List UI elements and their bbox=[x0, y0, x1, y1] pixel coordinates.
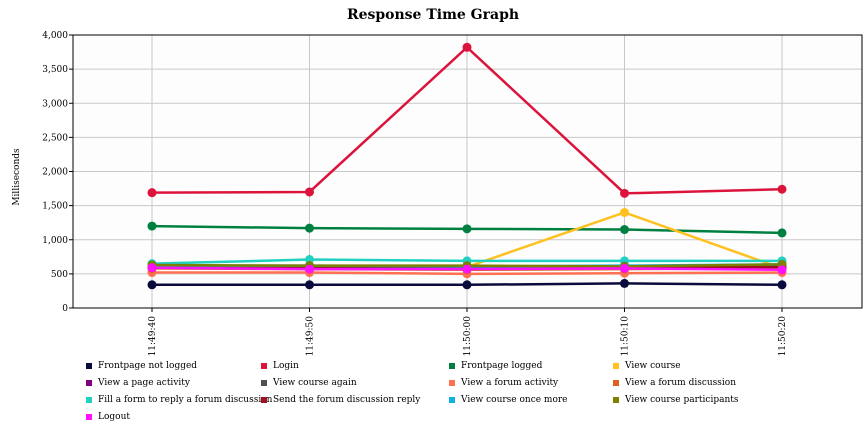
series-point-0 bbox=[147, 280, 157, 290]
series-point-1 bbox=[777, 184, 787, 194]
legend-label: View course bbox=[625, 361, 681, 371]
y-tick-label: 3,500 bbox=[42, 65, 68, 75]
legend-item: View a forum discussion bbox=[613, 378, 736, 388]
series-point-1 bbox=[147, 188, 157, 198]
legend-swatch bbox=[613, 363, 619, 369]
legend-item: View course once more bbox=[449, 395, 568, 405]
series-point-0 bbox=[305, 280, 314, 290]
x-tick-label: 11:49:40 bbox=[148, 316, 158, 357]
series-point-0 bbox=[620, 278, 629, 288]
legend-swatch bbox=[613, 397, 619, 403]
series-point-12 bbox=[305, 264, 314, 274]
series-point-2 bbox=[305, 223, 314, 233]
legend-label: Frontpage not logged bbox=[98, 361, 198, 371]
series-point-0 bbox=[777, 280, 787, 290]
legend-label: View a page activity bbox=[98, 378, 190, 388]
legend-label: View a forum activity bbox=[461, 378, 559, 388]
legend-swatch bbox=[261, 363, 267, 369]
series-point-12 bbox=[620, 263, 629, 273]
legend-label: Frontpage logged bbox=[461, 361, 543, 371]
legend-label: Send the forum discussion reply bbox=[273, 395, 421, 405]
y-tick-label: 2,000 bbox=[42, 168, 68, 178]
legend-swatch bbox=[449, 380, 455, 386]
legend-item: View course again bbox=[261, 378, 357, 388]
plot-border bbox=[72, 34, 863, 309]
legend-swatch bbox=[261, 397, 267, 403]
y-tick-label: 1,500 bbox=[42, 202, 68, 212]
series-point-2 bbox=[462, 224, 472, 234]
legend-item: Login bbox=[261, 361, 299, 371]
series-point-12 bbox=[147, 263, 157, 273]
legend-item: View a page activity bbox=[86, 378, 190, 388]
legend-label: Logout bbox=[98, 412, 130, 422]
series-point-1 bbox=[620, 188, 629, 198]
legend-swatch bbox=[86, 397, 92, 403]
y-tick-label: 1,000 bbox=[42, 236, 68, 246]
x-tick-label: 11:49:50 bbox=[306, 316, 316, 357]
legend-label: View course again bbox=[273, 378, 357, 388]
legend-swatch bbox=[261, 380, 267, 386]
legend-item: View course bbox=[613, 361, 681, 371]
x-tick-label: 11:50:10 bbox=[621, 316, 631, 357]
legend-label: Fill a form to reply a forum discussion bbox=[98, 395, 273, 405]
series-point-12 bbox=[777, 265, 787, 275]
x-tick-label: 11:50:20 bbox=[778, 316, 788, 357]
y-tick-label: 2,500 bbox=[42, 133, 68, 143]
y-tick-label: 500 bbox=[51, 270, 68, 280]
series-point-2 bbox=[147, 221, 157, 231]
legend-swatch bbox=[86, 414, 92, 420]
series-point-1 bbox=[462, 42, 472, 52]
legend-item: Fill a form to reply a forum discussion bbox=[86, 395, 272, 405]
legend-label: Login bbox=[273, 361, 299, 371]
chart-title: Response Time Graph bbox=[346, 7, 520, 23]
series-point-12 bbox=[462, 264, 472, 274]
y-tick-label: 3,000 bbox=[42, 99, 68, 109]
legend-item: View a forum activity bbox=[449, 378, 558, 388]
series-point-1 bbox=[305, 187, 314, 197]
legend-label: View a forum discussion bbox=[625, 378, 737, 388]
x-tick-label: 11:50:00 bbox=[463, 316, 473, 357]
y-tick-label: 4,000 bbox=[42, 31, 68, 41]
legend-swatch bbox=[86, 363, 92, 369]
legend-swatch bbox=[613, 380, 619, 386]
legend-label: View course participants bbox=[625, 395, 739, 405]
y-tick-label: 0 bbox=[62, 304, 68, 314]
legend-swatch bbox=[449, 397, 455, 403]
series-point-0 bbox=[462, 280, 472, 290]
legend-swatch bbox=[449, 363, 455, 369]
legend-item: Send the forum discussion reply bbox=[261, 395, 420, 405]
legend-label: View course once more bbox=[461, 395, 568, 405]
series-point-2 bbox=[777, 228, 787, 238]
legend-swatch bbox=[86, 380, 92, 386]
series-point-3 bbox=[620, 207, 629, 217]
legend-item: Logout bbox=[86, 412, 130, 422]
legend-item: Frontpage not logged bbox=[86, 361, 197, 371]
legend-item: Frontpage logged bbox=[449, 361, 542, 371]
legend-item: View course participants bbox=[613, 395, 738, 405]
series-point-2 bbox=[620, 225, 629, 235]
